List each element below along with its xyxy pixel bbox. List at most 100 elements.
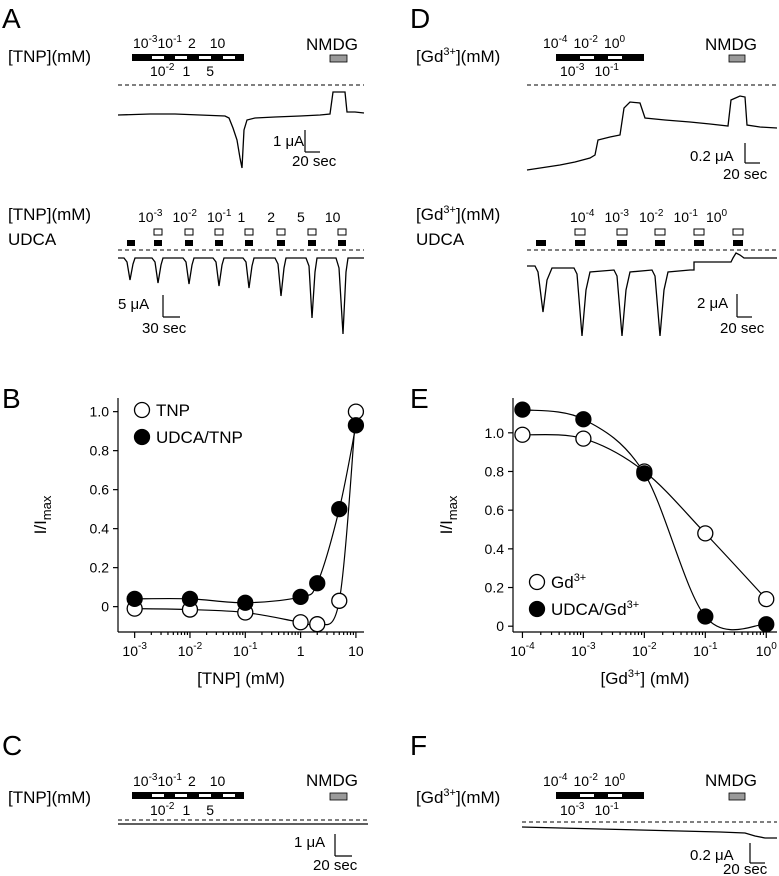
fit-curve — [134, 425, 357, 604]
x-tick-label: 100 — [756, 641, 778, 659]
data-point — [292, 614, 309, 631]
panel-f-label: [Gd3+](mM) — [416, 787, 500, 807]
panel-c-conc-upper: 10-310-1 2 10 — [133, 772, 226, 789]
panel-a-label-2: [TNP](mM) — [8, 205, 91, 224]
data-point — [347, 403, 365, 420]
data-point — [347, 417, 365, 434]
legend-label: Gd3+ — [551, 572, 586, 592]
data-point — [237, 594, 254, 611]
panel-a-bottom-concs: 10-3 10-2 10-1 1 2 5 10 — [138, 208, 341, 225]
panel-a-udca-bars — [127, 228, 347, 246]
panel-f-conc-bar — [556, 792, 644, 799]
data-point — [575, 430, 592, 447]
panel-d-trace — [526, 95, 778, 171]
panel-f-scale-time: 20 sec — [723, 861, 768, 876]
data-point — [331, 592, 348, 609]
panel-f-scalebar — [749, 843, 765, 864]
panel-letter-c: C — [2, 730, 22, 761]
panel-letter-e: E — [410, 383, 429, 414]
panel-f-conc-upper: 10-4 10-2 100 — [543, 772, 626, 789]
panel-d-scale-time: 20 sec — [723, 166, 768, 183]
y-axis-label: I/Imax — [437, 495, 460, 534]
y-tick-label: 0.4 — [485, 541, 505, 557]
legend-marker — [528, 600, 546, 618]
panel-c-scalebar — [334, 834, 352, 857]
panel-c-scale-time: 20 sec — [313, 857, 358, 874]
x-tick-label: 10-3 — [122, 641, 147, 659]
panel-a-nmdg-bar — [329, 54, 348, 63]
panel-f-trace — [521, 826, 777, 839]
data-point — [514, 401, 531, 418]
y-tick-label: 0.6 — [90, 482, 110, 498]
x-tick-label: 10-3 — [571, 641, 596, 659]
panel-d-nmdg-bar — [728, 54, 746, 63]
panel-letter-d: D — [410, 3, 430, 34]
data-point — [575, 411, 592, 428]
panel-d-conc-upper: 10-4 10-2 100 — [543, 34, 626, 51]
panel-a-trace — [117, 91, 365, 169]
data-point — [181, 590, 199, 607]
panel-f-nmdg-label: NMDG — [705, 771, 757, 790]
panel-c-conc-lower: 10-2 1 5 — [150, 801, 214, 818]
panel-letter-b: B — [2, 383, 21, 414]
panel-f-conc-lower: 10-3 10-1 — [560, 801, 619, 818]
x-tick-label: 10-1 — [693, 641, 718, 659]
data-point — [514, 426, 531, 443]
y-tick-label: 0.8 — [485, 463, 505, 479]
y-tick-label: 1.0 — [485, 425, 505, 441]
legend-marker — [133, 428, 151, 446]
legend-label: UDCA/TNP — [156, 428, 243, 447]
x-tick-label: 10-1 — [233, 641, 258, 659]
x-axis-label: [TNP] (mM) — [197, 669, 285, 688]
y-tick-label: 0.4 — [90, 521, 110, 537]
legend-marker — [528, 573, 546, 591]
x-tick-label: 10-2 — [178, 641, 203, 659]
panel-c-conc-bar — [132, 792, 244, 799]
panel-c-nmdg-bar — [329, 792, 348, 801]
data-point — [292, 588, 309, 606]
chart-b: 0 0.2 0.4 0.6 0.8 1.0 10-3 10-2 10-1 1 10 [TNP] (mM… — [31, 398, 365, 688]
y-tick-label: 0 — [101, 599, 109, 615]
x-axis-label: [Gd3+] (mM) — [600, 668, 689, 688]
panel-a-udca-label: UDCA — [8, 230, 57, 249]
panel-d-label: [Gd3+](mM) — [416, 46, 500, 66]
panel-d-scale-amp: 0.2 μA — [690, 148, 734, 165]
legend-marker — [133, 401, 151, 419]
panel-a-conc-bar — [132, 54, 244, 61]
x-tick-label: 1 — [297, 643, 305, 659]
legend-label: TNP — [156, 401, 190, 420]
panel-a-scale-amp: 1 μA — [273, 133, 304, 150]
panel-d-conc-bar — [556, 54, 644, 61]
data-point — [309, 575, 326, 592]
panel-d-conc-lower: 10-3 10-1 — [560, 62, 619, 79]
panel-a-scalebar-2 — [162, 295, 180, 318]
panel-a-label: [TNP](mM) — [8, 47, 91, 66]
legend-label: UDCA/Gd3+ — [551, 599, 639, 619]
panel-d-scalebar — [744, 143, 760, 164]
data-point — [636, 465, 653, 482]
panel-a-scalebar — [304, 130, 320, 153]
panel-d-nmdg-label: NMDG — [705, 35, 757, 54]
panel-letter-f: F — [410, 730, 427, 761]
data-point — [309, 616, 326, 633]
panel-a-scale2-time: 30 sec — [142, 320, 187, 337]
y-tick-label: 0.8 — [90, 443, 110, 459]
panel-a-conc-lower: 10-2 1 5 — [150, 62, 214, 79]
data-point — [697, 608, 714, 625]
data-point — [758, 616, 775, 633]
x-tick-label: 10-2 — [632, 641, 657, 659]
panel-d-trace-2 — [527, 252, 777, 337]
panel-d-udca-label: UDCA — [416, 230, 465, 249]
data-point — [758, 590, 775, 608]
panel-d-scale2-amp: 2 μA — [697, 295, 728, 312]
data-point — [126, 590, 143, 607]
panel-a-conc-upper: 10-310-1 2 10 — [133, 34, 226, 51]
panel-d-bottom-concs: 10-4 10-3 10-2 10-1 100 — [570, 208, 728, 225]
panel-letter-a: A — [2, 3, 21, 34]
panel-c-label: [TNP](mM) — [8, 788, 91, 807]
data-point — [331, 500, 348, 518]
panel-c-scale-amp: 1 μA — [294, 834, 325, 851]
panel-d-udca-bars — [536, 228, 744, 246]
x-tick-label: 10-4 — [510, 641, 535, 659]
